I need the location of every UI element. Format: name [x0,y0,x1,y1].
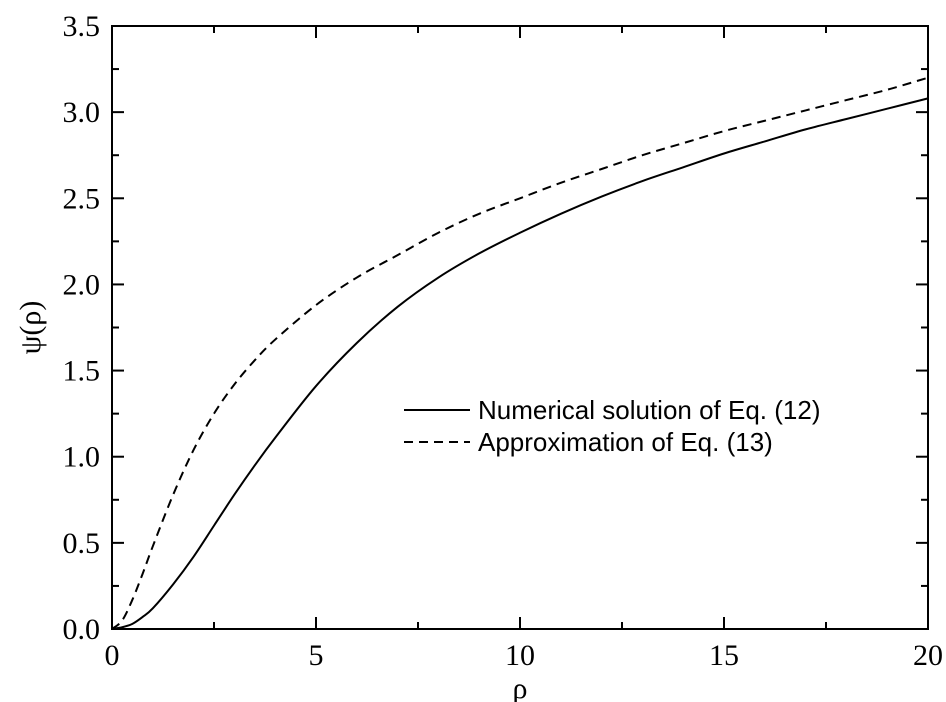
y-tick-label: 1.5 [63,355,101,388]
plot-curves [111,76,929,630]
x-axis-ticks: 0 5 10 15 20 [105,26,943,672]
plot-frame [111,25,929,630]
y-tick-label: 1.0 [63,441,101,474]
x-tick-label: 5 [309,639,324,672]
x-tick-label: 10 [505,639,535,672]
y-axis-label: ψ(ρ) [14,301,47,355]
legend: Numerical solution of Eq. (12)Approximat… [404,395,820,457]
legend-label: Approximation of Eq. (13) [478,427,773,457]
x-tick-label: 20 [913,639,943,672]
x-tick-label: 0 [105,639,120,672]
y-tick-label: 0.5 [63,527,101,560]
y-tick-label: 3.0 [63,96,101,129]
y-axis-ticks: 0.0 0.5 1.0 1.5 2.0 2.5 3.0 3.5 [63,10,928,646]
y-tick-label: 3.5 [63,10,101,43]
y-tick-label: 2.0 [63,268,101,301]
legend-label: Numerical solution of Eq. (12) [478,395,820,425]
x-tick-label: 15 [709,639,739,672]
y-tick-label: 0.0 [63,613,101,646]
approximation-curve [111,76,929,630]
numerical-curve [111,97,929,630]
y-tick-label: 2.5 [63,182,101,215]
x-axis-label: ρ [513,672,528,702]
